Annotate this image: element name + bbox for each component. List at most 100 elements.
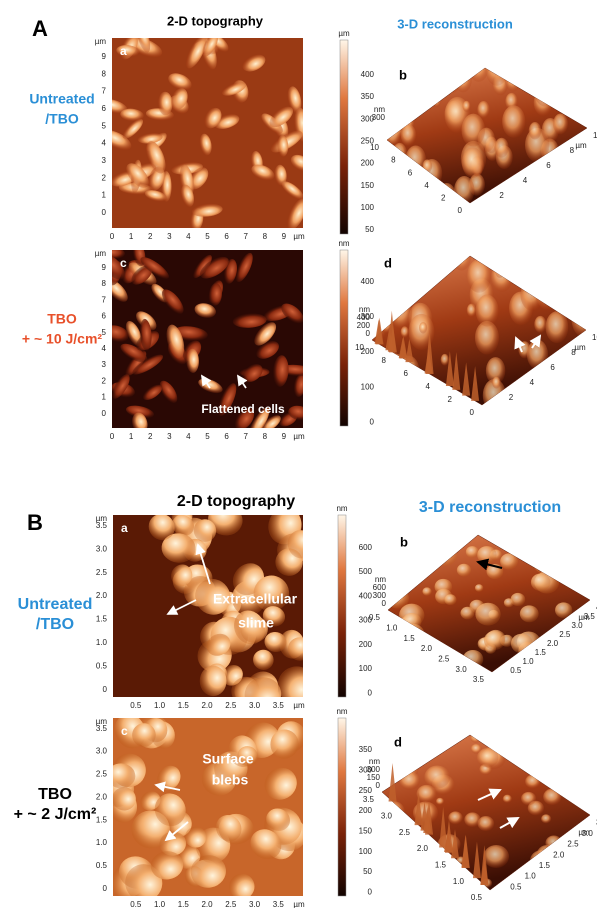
- surface-bump: [504, 598, 514, 607]
- x-tick-label: 3: [167, 232, 172, 241]
- y-tick-label: 0: [103, 884, 108, 893]
- axis-tick-label: 1.5: [435, 860, 447, 869]
- axis-unit: µm: [574, 343, 586, 352]
- axis-tick-label: 3.0: [572, 621, 584, 630]
- image-letter: d: [394, 734, 402, 749]
- axis-tick-label: 10: [355, 343, 364, 352]
- surface-bump: [419, 322, 427, 333]
- y-tick-label: 0: [102, 208, 107, 217]
- axis-tick-label: 2: [441, 194, 446, 203]
- y-tick-label: 5: [102, 328, 107, 337]
- colorbar-tick-label: 150: [361, 181, 375, 190]
- surface-bump: [475, 603, 500, 626]
- colorbar-tick-label: 100: [361, 382, 375, 391]
- annotation: blebs: [212, 772, 249, 788]
- surface-bump: [531, 573, 551, 591]
- axis-tick-label: 10: [593, 131, 597, 140]
- surface-bump: [462, 114, 486, 147]
- x-tick-label: 9: [282, 232, 287, 241]
- y-tick-label: 2: [102, 173, 107, 182]
- surface-bump: [521, 792, 536, 805]
- axis-tick-label: 4: [523, 176, 528, 185]
- y-tick-label: 0: [103, 685, 108, 694]
- surface-bump: [463, 101, 471, 112]
- axis-tick-label: 2.0: [417, 844, 429, 853]
- surface-bump: [484, 631, 505, 650]
- y-tick-label: 3: [102, 360, 107, 369]
- row-label: + ~ 10 J/cm²: [22, 331, 103, 347]
- colorbar-tick-label: 0: [370, 418, 375, 427]
- axis-tick-label: 6: [546, 161, 551, 170]
- x-tick-label: 2: [148, 432, 153, 441]
- surface-bump: [541, 814, 551, 823]
- y-tick-label: 0.5: [96, 861, 108, 870]
- annotation: Extracellular: [213, 591, 298, 607]
- colorbar-tick-label: 200: [359, 640, 373, 649]
- z-tick-label: 0: [376, 781, 381, 790]
- row-label: Untreated: [18, 596, 93, 613]
- x-tick-label: 4: [186, 232, 191, 241]
- y-tick-label: 0.5: [96, 661, 108, 670]
- x-tick-label: 2.5: [225, 900, 237, 908]
- y-tick-label: 9: [102, 263, 107, 272]
- axis-tick-label: 1.0: [386, 623, 398, 632]
- x-tick-label: 1: [129, 232, 134, 241]
- colorbar-tick-label: 350: [361, 92, 375, 101]
- axis-tick-label: 2.5: [567, 840, 579, 849]
- y-tick-label: 3.0: [96, 544, 108, 553]
- colorbar-tick-label: 0: [368, 888, 373, 897]
- x-tick-label: 5: [205, 232, 210, 241]
- image-letter: d: [384, 255, 392, 270]
- axis-tick-label: 10: [592, 333, 597, 342]
- axis-tick-label: 2.0: [553, 850, 565, 859]
- axis-tick-label: 2.5: [559, 630, 571, 639]
- axis-tick-label: 1.5: [404, 634, 416, 643]
- colorbar-unit: µm: [338, 29, 350, 38]
- y-tick-label: 1.5: [96, 815, 108, 824]
- colorbar-tick-label: 0: [368, 688, 373, 697]
- axis-tick-label: 4: [426, 382, 431, 391]
- y-tick-label: 3.5: [96, 724, 108, 733]
- x-tick-label: 3.5: [273, 701, 285, 710]
- x-tick-label: 0: [110, 432, 115, 441]
- x-tick-label: 1.0: [154, 701, 166, 710]
- colorbar-tick-label: 200: [359, 806, 373, 815]
- row-label: TBO: [47, 311, 77, 327]
- colorbar-tick-label: 400: [359, 591, 373, 600]
- y-tick-label: 2.0: [96, 792, 108, 801]
- column-title: 2-D topography: [167, 13, 264, 28]
- surface-bump: [483, 845, 509, 868]
- axis-tick-label: 6: [404, 369, 409, 378]
- colorbar-tick-label: 100: [361, 203, 375, 212]
- surface-bump: [475, 584, 483, 592]
- y-tick-label: 1.0: [96, 638, 108, 647]
- y-tick-label: 5: [102, 121, 107, 130]
- image-letter: a: [121, 521, 128, 535]
- x-tick-label: 2: [148, 232, 153, 241]
- surface-bump: [492, 377, 501, 389]
- colorbar-tick-label: 150: [359, 827, 373, 836]
- axis-tick-label: 1.5: [535, 648, 547, 657]
- y-tick-label: 4: [102, 344, 107, 353]
- axis-tick-label: 1.0: [453, 877, 465, 886]
- y-tick-label: 1.0: [96, 838, 108, 847]
- x-tick-label: 1: [129, 432, 134, 441]
- x-tick-label: 1.5: [178, 701, 190, 710]
- axis-tick-label: 3.0: [381, 811, 393, 820]
- x-tick-label: 7: [243, 432, 248, 441]
- row-label: Untreated: [29, 91, 94, 107]
- panel-letter: A: [32, 16, 48, 41]
- axis-tick-label: 2.5: [399, 828, 411, 837]
- surface-bump: [436, 798, 444, 805]
- colorbar-unit: nm: [338, 239, 349, 248]
- x-tick-label: 5: [205, 432, 210, 441]
- axis-tick-label: 3.5: [473, 675, 485, 684]
- surface-bump: [553, 113, 568, 134]
- axis-tick-label: 4: [530, 378, 535, 387]
- axis-tick-label: 6: [408, 168, 413, 177]
- annotation: Flattened cells: [201, 402, 285, 416]
- axis-tick-label: 0: [458, 206, 463, 215]
- column-title: 3-D reconstruction: [397, 16, 513, 31]
- axis-tick-label: 8: [391, 156, 396, 165]
- axis-tick-label: 2: [509, 393, 514, 402]
